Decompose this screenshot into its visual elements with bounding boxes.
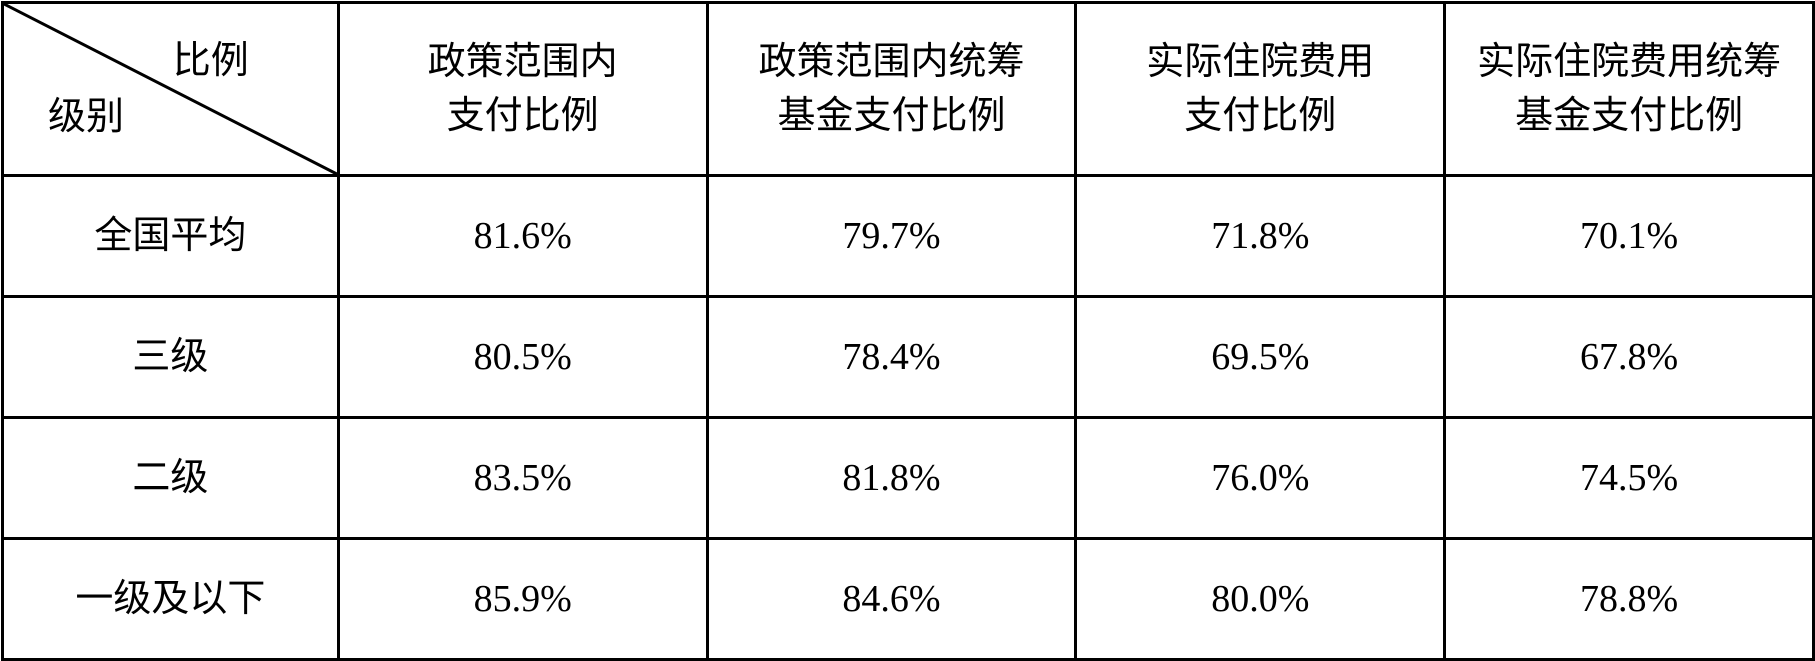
table-cell: 79.7% xyxy=(705,174,1078,298)
header-row: 比例 级别 政策范围内 支付比例 政策范围内统筹 基金支付比例 实际住院费用 支付比例… xyxy=(1,1,1815,177)
header-line: 政策范围内 xyxy=(427,41,618,83)
column-header: 政策范围内统筹 基金支付比例 xyxy=(705,1,1078,177)
table-cell: 78.4% xyxy=(705,295,1078,419)
table-cell: 69.5% xyxy=(1074,295,1447,419)
row-label: 二级 xyxy=(1,416,340,540)
table-cell: 71.8% xyxy=(1074,174,1447,298)
table-row: 一级及以下 85.9% 84.6% 80.0% 78.8% xyxy=(1,537,1815,661)
table-cell: 80.0% xyxy=(1074,537,1447,661)
row-label: 一级及以下 xyxy=(1,537,340,661)
table-cell: 70.1% xyxy=(1443,174,1815,298)
corner-level-label: 级别 xyxy=(48,96,125,138)
table-cell: 85.9% xyxy=(336,537,709,661)
row-label: 三级 xyxy=(1,295,340,419)
header-line: 支付比例 xyxy=(1184,95,1337,137)
column-header: 实际住院费用 支付比例 xyxy=(1074,1,1447,177)
column-header: 实际住院费用统筹 基金支付比例 xyxy=(1443,1,1815,177)
table-row: 二级 83.5% 81.8% 76.0% 74.5% xyxy=(1,416,1815,540)
diagonal-line xyxy=(4,4,337,174)
table-cell: 84.6% xyxy=(705,537,1078,661)
column-header: 政策范围内 支付比例 xyxy=(336,1,709,177)
table-cell: 67.8% xyxy=(1443,295,1815,419)
table-cell: 81.6% xyxy=(336,174,709,298)
table-row: 全国平均 81.6% 79.7% 71.8% 70.1% xyxy=(1,174,1815,298)
header-line: 基金支付比例 xyxy=(777,95,1006,137)
table-cell: 74.5% xyxy=(1443,416,1815,540)
header-line: 实际住院费用统筹 xyxy=(1477,41,1782,83)
header-line: 实际住院费用 xyxy=(1146,41,1375,83)
table-cell: 83.5% xyxy=(336,416,709,540)
table-cell: 78.8% xyxy=(1443,537,1815,661)
table-cell: 81.8% xyxy=(705,416,1078,540)
diagonal-header-cell: 比例 级别 xyxy=(1,1,340,177)
corner-ratio-label: 比例 xyxy=(172,40,249,82)
row-label: 全国平均 xyxy=(1,174,340,298)
header-line: 支付比例 xyxy=(446,95,599,137)
table-cell: 80.5% xyxy=(336,295,709,419)
table-cell: 76.0% xyxy=(1074,416,1447,540)
header-line: 基金支付比例 xyxy=(1515,95,1744,137)
header-line: 政策范围内统筹 xyxy=(758,41,1025,83)
table-row: 三级 80.5% 78.4% 69.5% 67.8% xyxy=(1,295,1815,419)
